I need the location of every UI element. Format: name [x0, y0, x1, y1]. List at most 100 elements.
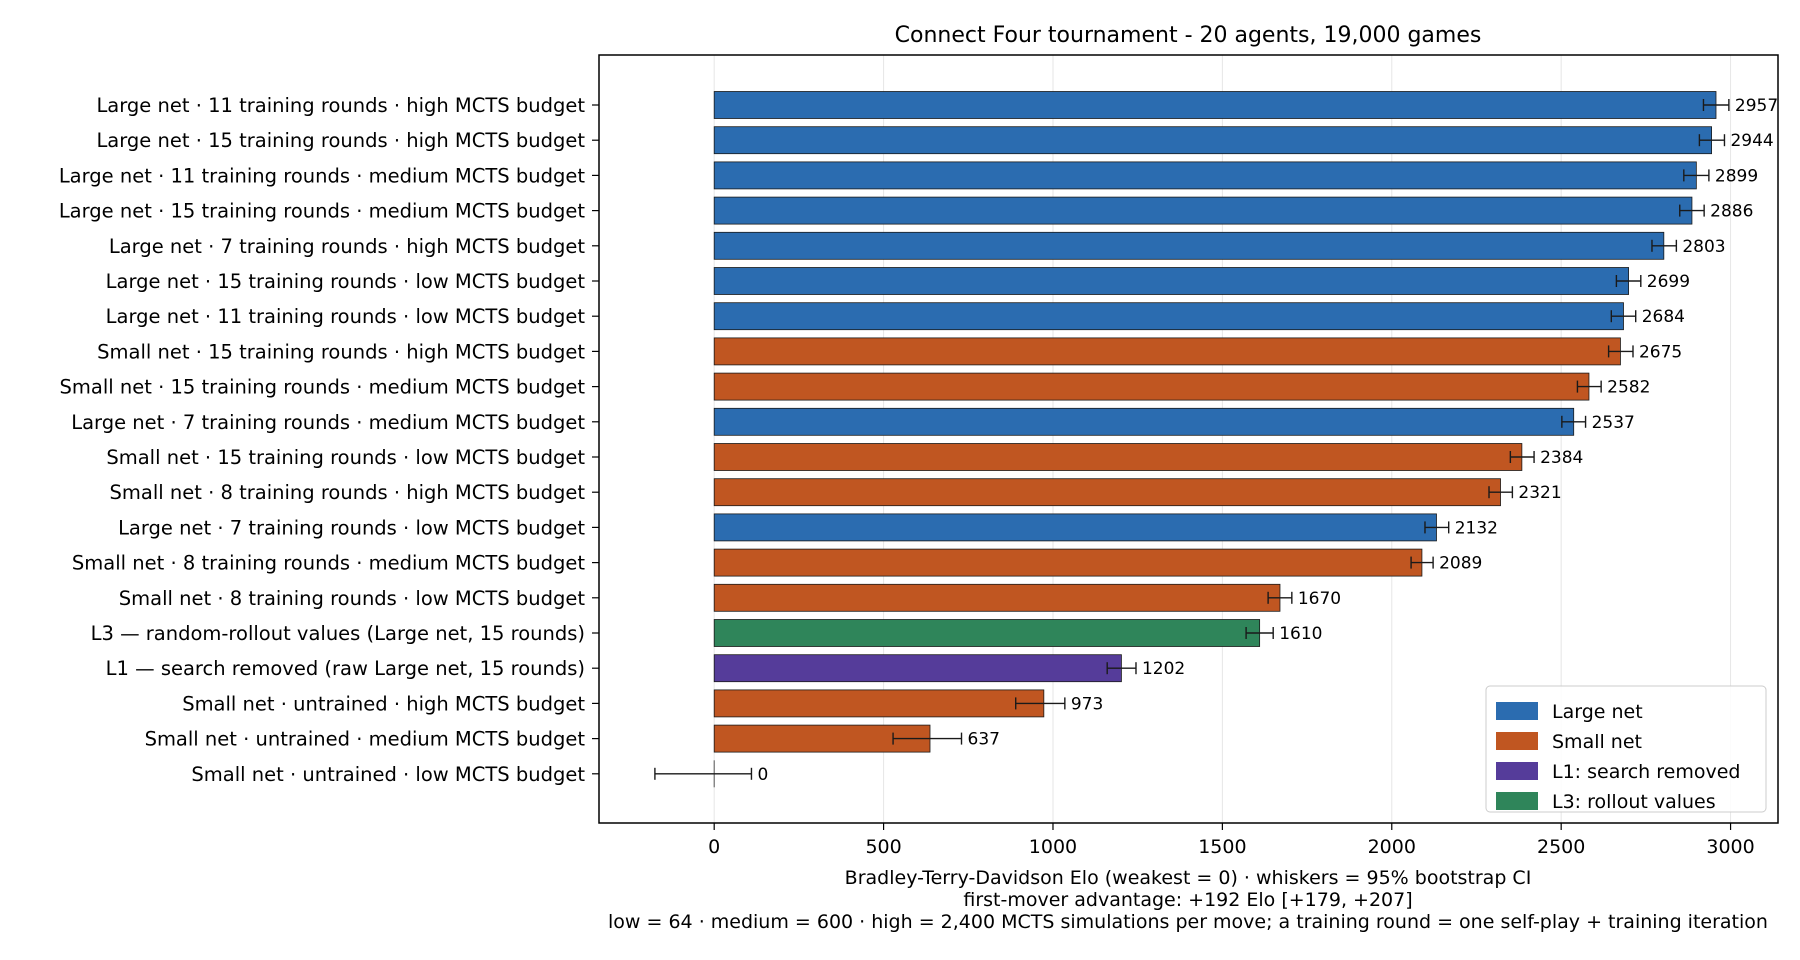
ci-whisker — [1488, 486, 1514, 499]
y-tick-label: Large net · 15 training rounds · high MC… — [96, 129, 585, 152]
value-label: 1610 — [1279, 624, 1322, 644]
y-tick-label: Large net · 7 training rounds · medium M… — [71, 411, 585, 434]
value-label: 973 — [1071, 694, 1103, 714]
ci-whisker — [1607, 345, 1634, 358]
ci-whisker — [654, 767, 753, 780]
legend-label: L1: search removed — [1552, 761, 1740, 783]
y-tick-label: Large net · 11 training rounds · high MC… — [96, 94, 585, 117]
y-tick-label: Large net · 15 training rounds · low MCT… — [106, 270, 586, 293]
bar — [713, 407, 1575, 436]
ci-whisker — [1424, 521, 1450, 534]
y-tick-label: Large net · 11 training rounds · medium … — [59, 164, 586, 187]
ci-whisker — [1015, 697, 1066, 710]
bar — [713, 619, 1261, 647]
value-label: 2321 — [1518, 483, 1561, 503]
x-tick-label: 0 — [708, 836, 720, 858]
y-tick-label: Large net · 15 training rounds · medium … — [59, 200, 586, 223]
bar — [713, 196, 1693, 225]
bar — [713, 548, 1423, 577]
legend: Large net Small net L1: search removed L3: … — [1485, 685, 1767, 813]
x-tick-label: 1500 — [1198, 836, 1246, 858]
y-tick-label: Small net · untrained · medium MCTS budg… — [145, 728, 586, 751]
y-tick-label: Small net · 15 training rounds · medium … — [60, 376, 586, 399]
legend-swatch — [1496, 762, 1538, 780]
chart-title: Connect Four tournament - 20 agents, 19,… — [895, 23, 1482, 48]
bar — [713, 231, 1665, 260]
x-tick-label: 3000 — [1706, 836, 1754, 858]
y-tick-label: Small net · 8 training rounds · medium M… — [72, 552, 585, 575]
ci-whisker — [1615, 275, 1642, 287]
ci-whisker — [892, 732, 963, 745]
value-label: 2537 — [1592, 413, 1635, 433]
y-tick-label: Large net · 11 training rounds · low MCT… — [106, 305, 586, 328]
bar — [713, 513, 1437, 542]
y-tick-label: Small net · 15 training rounds · low MCT… — [106, 446, 585, 469]
y-tick-label: Small net · 8 training rounds · high MCT… — [110, 481, 586, 504]
plot-frame — [598, 54, 1779, 824]
ci-whisker — [1610, 310, 1637, 323]
legend-swatch — [1496, 732, 1538, 750]
y-tick-label: Large net · 7 training rounds · high MCT… — [109, 235, 586, 258]
value-label: 2684 — [1642, 307, 1685, 327]
ci-whisker — [1267, 591, 1293, 604]
ci-whisker — [1683, 169, 1710, 182]
value-label: 2675 — [1639, 342, 1682, 362]
bar — [713, 337, 1621, 366]
ci-whisker — [1245, 627, 1274, 639]
ci-whiskers — [654, 99, 1730, 780]
value-label: 2886 — [1710, 202, 1753, 222]
value-label: 2582 — [1607, 378, 1650, 398]
bar — [713, 478, 1501, 507]
value-label: 637 — [968, 730, 1000, 750]
value-label: 2699 — [1647, 272, 1690, 292]
ci-whisker — [1651, 239, 1678, 252]
value-label: 2089 — [1439, 554, 1482, 574]
y-tick-label: Small net · 15 training rounds · high MC… — [97, 340, 585, 363]
y-tick-label: L1 — search removed (raw Large net, 15 r… — [106, 657, 585, 680]
legend-label: Small net — [1552, 731, 1642, 753]
ci-whisker — [1679, 204, 1705, 217]
value-label: 0 — [757, 765, 768, 785]
y-tick-label: Small net · untrained · low MCTS budget — [191, 763, 585, 786]
value-label: 2957 — [1735, 96, 1778, 116]
x-axis-label-line: low = 64 · medium = 600 · high = 2,400 M… — [608, 911, 1768, 933]
bar — [713, 654, 1122, 683]
bar — [713, 583, 1281, 612]
ci-whisker — [1410, 556, 1434, 569]
ci-whisker — [1698, 134, 1726, 147]
value-label: 2944 — [1730, 131, 1773, 151]
x-tick-label: 500 — [865, 836, 901, 858]
ci-whisker — [1509, 451, 1535, 463]
bars — [713, 91, 1717, 788]
bar — [713, 372, 1590, 401]
bar — [713, 161, 1697, 190]
y-tick-label: Small net · 8 training rounds · low MCTS… — [119, 587, 586, 610]
value-label: 2132 — [1455, 518, 1498, 538]
bar — [713, 267, 1629, 295]
value-label: 2384 — [1540, 448, 1583, 468]
y-tick-label: L3 — random-rollout values (Large net, 1… — [91, 622, 585, 645]
value-label: 2803 — [1682, 237, 1725, 257]
value-label: 1202 — [1142, 659, 1185, 679]
x-axis-label-line: first-mover advantage: +192 Elo [+179, +… — [963, 889, 1412, 911]
value-label: 1670 — [1298, 589, 1341, 609]
bar — [713, 443, 1523, 471]
y-axis-labels: Large net · 11 training rounds · high MC… — [59, 94, 599, 786]
value-labels: 2957 2944 2899 2886 2803 2699 2684 2675 2582 2537… — [757, 96, 1778, 785]
ci-whisker — [1702, 99, 1730, 111]
x-tick-label: 2000 — [1368, 836, 1416, 858]
bar — [713, 302, 1624, 331]
x-axis-label-line: Bradley-Terry-Davidson Elo (weakest = 0)… — [845, 867, 1532, 889]
y-tick-label: Small net · untrained · high MCTS budget — [182, 692, 585, 715]
legend-swatch — [1496, 702, 1538, 720]
bar — [713, 126, 1712, 155]
bar — [713, 689, 1045, 718]
ci-whisker — [1576, 380, 1602, 393]
x-tick-label: 1000 — [1029, 836, 1077, 858]
legend-label: L3: rollout values — [1552, 791, 1716, 813]
y-tick-label: Large net · 7 training rounds · low MCTS… — [118, 516, 585, 539]
legend-swatch — [1496, 792, 1538, 810]
legend-label: Large net — [1552, 701, 1643, 723]
bar — [713, 91, 1717, 119]
